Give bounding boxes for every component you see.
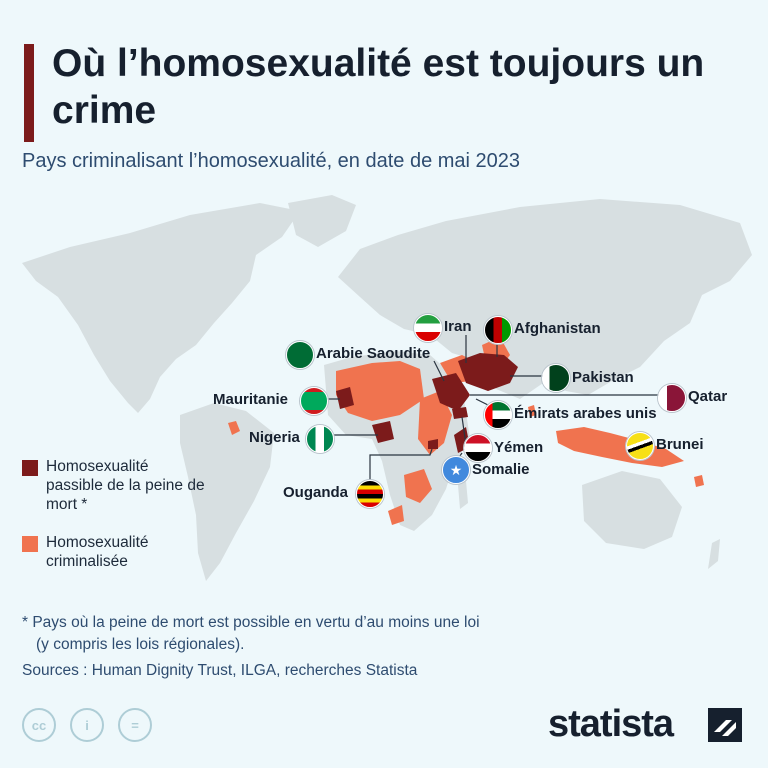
world-map — [22, 195, 752, 581]
equals-icon[interactable]: = — [118, 708, 152, 742]
yemen-flag-icon — [464, 434, 492, 462]
page-subtitle: Pays criminalisant l’homosexualité, en d… — [22, 150, 521, 172]
page-title: Où l’homosexualité est toujours un crime — [52, 42, 705, 132]
region-africa-east — [418, 391, 452, 455]
label-uganda: Ouganda — [283, 484, 349, 501]
label-iran: Iran — [444, 318, 472, 335]
region-africa-south — [404, 469, 432, 503]
pakistan-flag-icon — [542, 364, 570, 392]
legend-death-swatch — [22, 460, 38, 476]
somalia-flag-icon: ★ — [442, 456, 470, 484]
label-nigeria: Nigeria — [249, 429, 300, 446]
label-saudi-arabia: Arabie Saoudite — [316, 345, 431, 362]
label-somalia: Somalie — [472, 461, 530, 478]
land-south-america — [180, 403, 274, 581]
label-pakistan: Pakistan — [572, 369, 634, 386]
leader-uganda — [369, 448, 433, 492]
land-north-america — [22, 203, 300, 413]
region-pacific-islands — [694, 475, 704, 487]
region-africa-southwest — [388, 505, 404, 525]
death-penalty-regions — [336, 353, 636, 453]
label-qatar: Qatar — [688, 388, 728, 405]
label-mauritania: Mauritanie — [213, 391, 289, 408]
legend-criminal-swatch — [22, 536, 38, 552]
legend-death-label: Homosexualité passible de la peine de mo… — [46, 458, 205, 513]
land-greenland — [288, 195, 356, 247]
title-accent-bar — [24, 44, 34, 142]
land-new-zealand — [708, 539, 720, 569]
region-southeast-asia — [556, 427, 684, 467]
label-brunei: Brunei — [656, 436, 704, 453]
land-australia — [582, 471, 682, 549]
land-eurasia — [338, 199, 752, 399]
region-uganda — [428, 439, 438, 449]
nigeria-flag-icon — [306, 425, 334, 453]
footnote-line-2: (y compris les lois régionales). — [36, 636, 245, 653]
uganda-flag-icon — [356, 480, 384, 508]
iran-flag-icon — [414, 314, 442, 342]
qatar-flag-icon — [658, 384, 686, 412]
legend-criminal-label: Homosexualité criminalisée — [46, 534, 149, 570]
region-iran-afghanistan-pakistan — [458, 353, 518, 391]
brunei-flag-icon — [626, 432, 654, 460]
land-madagascar — [458, 481, 468, 509]
footnote: * Pays où la peine de mort est possible … — [22, 612, 480, 656]
label-uae: Émirats arabes unis — [514, 405, 657, 422]
criminalized-regions — [228, 337, 704, 525]
label-yemen: Yémen — [494, 439, 544, 456]
saudi-arabia-flag-icon — [286, 341, 314, 369]
region-caribbean — [228, 421, 240, 435]
leader-saudi — [433, 360, 445, 382]
region-nigeria — [372, 421, 394, 443]
person-icon[interactable]: i — [70, 708, 104, 742]
statista-logo-icon — [708, 708, 742, 742]
region-saudi-arabia — [432, 373, 470, 411]
mauritania-flag-icon — [300, 387, 328, 415]
footnote-line-1: * Pays où la peine de mort est possible … — [22, 614, 480, 631]
label-afghanistan: Afghanistan — [514, 320, 601, 337]
region-africa-north-west — [336, 361, 424, 421]
afghanistan-flag-icon — [484, 316, 512, 344]
sources: Sources : Human Dignity Trust, ILGA, rec… — [22, 662, 418, 679]
region-yemen — [452, 407, 468, 419]
region-sri-lanka — [528, 405, 536, 417]
uae-flag-icon — [484, 401, 512, 429]
cc-icon[interactable]: cc — [22, 708, 56, 742]
region-mauritania — [336, 387, 354, 409]
brand-name[interactable]: statista — [548, 703, 674, 745]
